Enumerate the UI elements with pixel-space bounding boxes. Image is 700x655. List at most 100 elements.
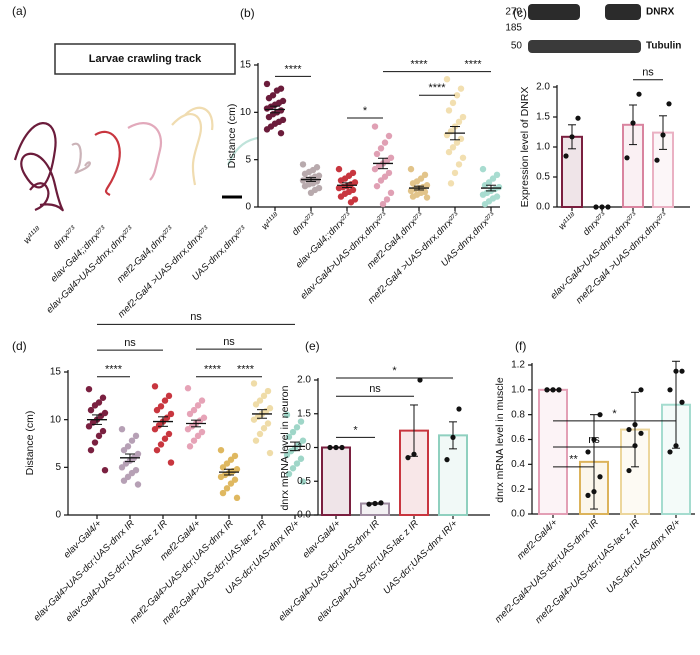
data-point (219, 489, 227, 497)
data-point (660, 132, 666, 138)
data-point (667, 449, 673, 455)
data-point (299, 177, 307, 184)
data-point (118, 464, 126, 471)
data-point (381, 173, 389, 180)
data-point (99, 427, 107, 435)
data-point (293, 460, 301, 467)
data-point (124, 443, 132, 450)
significance-label: ns (223, 336, 235, 348)
data-point (453, 139, 461, 146)
y-axis-label: Distance (cm) (24, 411, 36, 476)
data-point (421, 171, 429, 179)
x-tick-label: w¹¹¹⁸ (260, 210, 282, 232)
data-point (673, 368, 679, 374)
y-axis-label: dnrx mRNA level in muscle (494, 377, 506, 503)
data-point (481, 182, 489, 189)
data-point (223, 485, 231, 492)
data-point (632, 443, 638, 449)
track (226, 136, 259, 166)
data-point (91, 402, 99, 409)
data-point (297, 418, 305, 425)
data-point (585, 492, 591, 498)
data-point (163, 414, 171, 421)
data-point (591, 489, 597, 495)
panel-label: (f) (515, 339, 526, 353)
y-axis-label: Distance (cm) (226, 104, 238, 169)
y-tick-label: 0 (245, 202, 251, 213)
data-point (455, 161, 463, 168)
data-point (301, 182, 309, 190)
data-point (273, 87, 281, 94)
data-point (445, 148, 453, 156)
data-point (378, 500, 384, 506)
data-point (605, 204, 611, 210)
y-tick-label: 1.0 (511, 384, 525, 395)
data-point (667, 387, 673, 393)
data-point (263, 105, 271, 112)
data-point (630, 120, 636, 126)
y-tick-label: 0.0 (511, 509, 525, 520)
data-point (371, 123, 379, 130)
data-point (233, 494, 241, 502)
data-point (263, 126, 271, 133)
data-point (450, 434, 456, 440)
y-axis-label: dnrx mRNA level in neuron (279, 385, 291, 510)
data-point (632, 422, 638, 428)
y-tick-label: 5 (245, 154, 251, 165)
data-point (285, 470, 293, 478)
data-point (227, 456, 235, 463)
data-point (449, 99, 457, 107)
data-point (85, 423, 93, 430)
data-point (95, 432, 103, 440)
data-point (337, 177, 345, 184)
data-point (87, 406, 95, 414)
data-point (597, 412, 603, 418)
data-point (264, 387, 272, 395)
data-point (231, 452, 239, 460)
y-tick-label: 1.5 (536, 112, 550, 123)
data-point (190, 437, 198, 444)
data-point (407, 187, 415, 195)
data-point (453, 92, 461, 99)
data-point (186, 410, 194, 418)
track-title: Larvae crawling track (89, 53, 202, 65)
y-tick-label: 0.4 (511, 459, 525, 470)
data-point (285, 433, 293, 441)
data-point (194, 402, 202, 409)
data-point (366, 501, 372, 507)
data-point (151, 383, 159, 390)
data-point (165, 392, 173, 400)
data-point (407, 165, 415, 173)
y-tick-label: 10 (50, 414, 62, 425)
data-point (327, 444, 333, 451)
data-point (155, 422, 163, 429)
data-point (371, 165, 379, 173)
significance-label: ns (124, 337, 136, 349)
y-tick-label: 0.5 (297, 476, 311, 487)
data-point (347, 199, 355, 206)
data-point (231, 476, 239, 483)
data-point (654, 157, 660, 163)
y-tick-label: 1.2 (511, 360, 525, 371)
data-point (260, 392, 268, 400)
data-point (227, 480, 235, 487)
data-point (120, 446, 128, 454)
panel-label: (b) (240, 6, 255, 20)
track (71, 142, 91, 174)
data-point (91, 439, 99, 446)
data-point (265, 94, 273, 102)
y-tick-label: 15 (240, 60, 252, 71)
x-tick-label: UAS-dcr;UAS-dnrx IR/+ (381, 518, 460, 597)
data-point (335, 165, 343, 173)
data-point (299, 437, 307, 444)
data-point (597, 474, 603, 480)
data-point (118, 426, 126, 433)
y-axis-label: Expression level of DNRX (519, 87, 531, 208)
data-point (153, 406, 161, 414)
data-point (339, 444, 345, 451)
data-point (626, 426, 632, 433)
data-point (151, 426, 159, 433)
data-point (256, 397, 264, 404)
data-point (593, 204, 599, 210)
data-point (451, 169, 459, 177)
